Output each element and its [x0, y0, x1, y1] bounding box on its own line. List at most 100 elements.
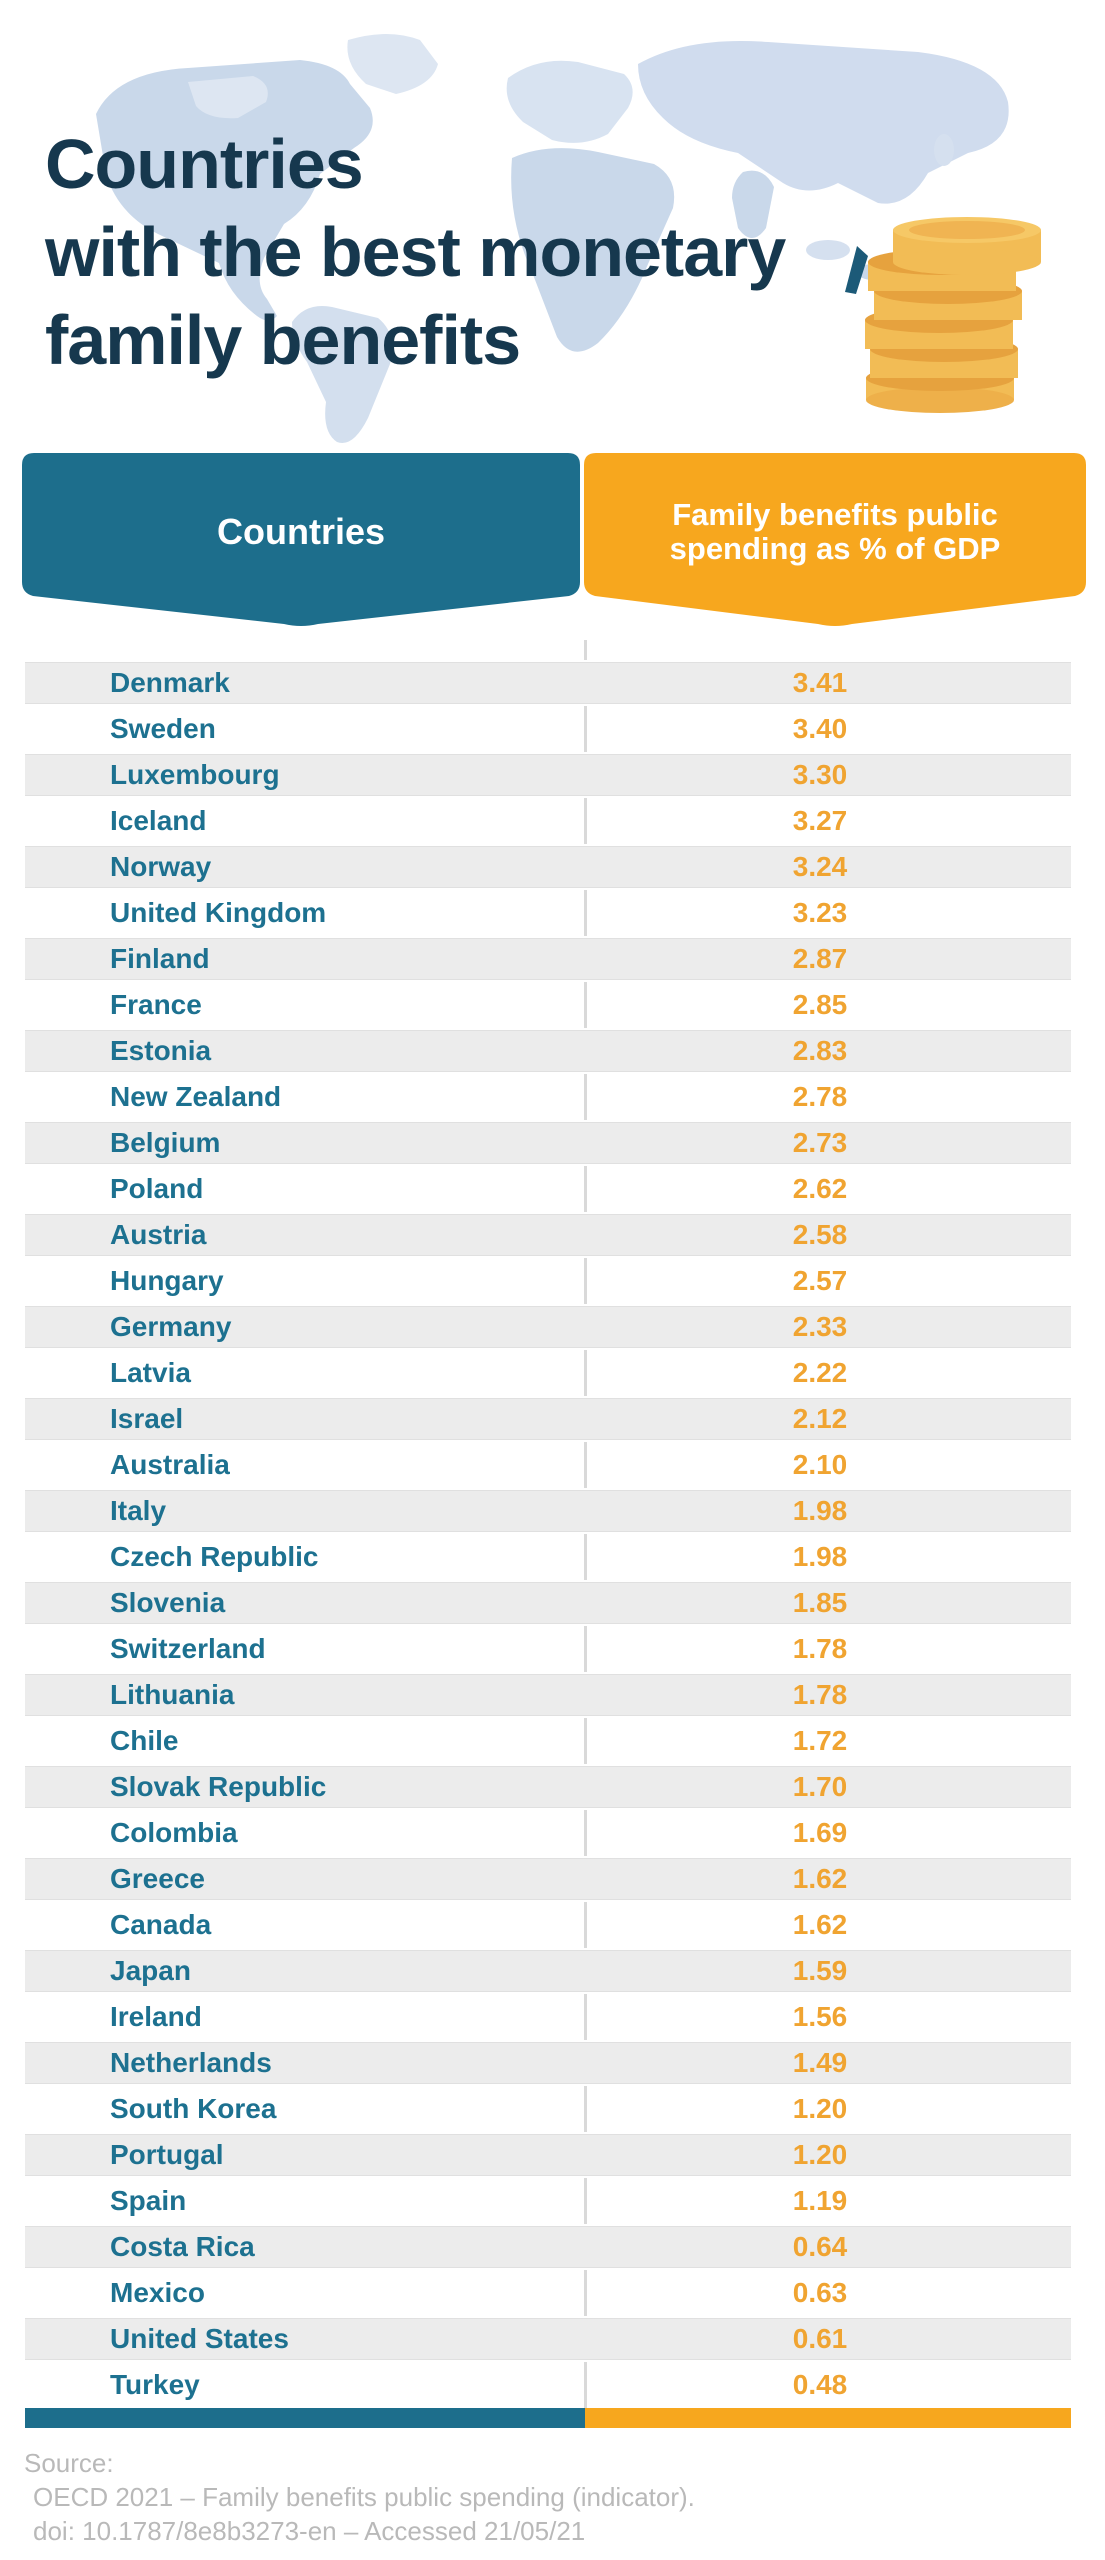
table-row: Latvia 2.22	[25, 1350, 1071, 1396]
spending-value: 1.20	[792, 2139, 848, 2170]
spending-value: 0.64	[792, 2231, 848, 2262]
coins-icon	[845, 217, 1041, 413]
table-row: Costa Rica 0.64	[25, 2224, 1071, 2270]
table-row: Slovak Republic 1.70	[25, 1764, 1071, 1810]
country-name: Greece	[110, 1863, 205, 1894]
table-row: Czech Republic 1.98	[25, 1534, 1071, 1580]
country-name: Netherlands	[110, 2047, 272, 2078]
spending-value: 1.78	[792, 1679, 848, 1710]
table-row: Netherlands 1.49	[25, 2040, 1071, 2086]
table-row: New Zealand 2.78	[25, 1074, 1071, 1120]
spending-value: 1.69	[792, 1817, 848, 1848]
table-row: Austria 2.58	[25, 1212, 1071, 1258]
spending-value: 1.62	[792, 1863, 848, 1894]
table-row: Turkey 0.48	[25, 2362, 1071, 2408]
table-row: Belgium 2.73	[25, 1120, 1071, 1166]
spending-value: 1.20	[792, 2093, 848, 2124]
country-name: France	[110, 989, 202, 1020]
table-row: Italy 1.98	[25, 1488, 1071, 1534]
table-row: South Korea 1.20	[25, 2086, 1071, 2132]
spending-value: 3.23	[792, 897, 848, 928]
column-header-spending: Family benefits public spending as % of …	[584, 453, 1086, 628]
spending-value: 1.98	[792, 1495, 848, 1526]
table-row: Japan 1.59	[25, 1948, 1071, 1994]
country-name: Iceland	[110, 805, 207, 836]
spending-value: 0.61	[792, 2323, 848, 2354]
spending-value: 2.10	[792, 1449, 848, 1480]
table-row: United States 0.61	[25, 2316, 1071, 2362]
spending-value: 2.78	[792, 1081, 848, 1112]
country-name: Japan	[110, 1955, 191, 1986]
country-name: Turkey	[110, 2369, 200, 2400]
table-row: Spain 1.19	[25, 2178, 1071, 2224]
spending-value: 1.19	[792, 2185, 848, 2216]
table-row: Portugal 1.20	[25, 2132, 1071, 2178]
country-name: South Korea	[110, 2093, 277, 2124]
country-name: Germany	[110, 1311, 232, 1342]
spending-value: 1.85	[792, 1587, 848, 1618]
country-name: Denmark	[110, 667, 230, 698]
country-name: Estonia	[110, 1035, 212, 1066]
spending-value: 2.87	[792, 943, 848, 974]
column-header-spending-label: Family benefits public spending as % of …	[669, 497, 1001, 566]
spending-value: 3.41	[792, 667, 848, 698]
spending-value: 3.24	[792, 851, 848, 882]
table-row: France 2.85	[25, 982, 1071, 1028]
country-name: Hungary	[110, 1265, 224, 1296]
footer-bar	[25, 2408, 1071, 2428]
page-title-line: with the best monetary	[45, 213, 786, 291]
page-title-line: Countries	[45, 125, 364, 203]
table-row: Estonia 2.83	[25, 1028, 1071, 1074]
country-name: Costa Rica	[110, 2231, 255, 2262]
country-name: Chile	[110, 1725, 179, 1756]
spending-value: 3.27	[792, 805, 848, 836]
spending-value: 2.58	[792, 1219, 848, 1250]
spending-value: 3.30	[792, 759, 848, 790]
spending-value: 0.48	[792, 2369, 848, 2400]
spending-value: 2.33	[792, 1311, 848, 1342]
table-row: Greece 1.62	[25, 1856, 1071, 1902]
table-row: Poland 2.62	[25, 1166, 1071, 1212]
country-name: Belgium	[110, 1127, 221, 1158]
country-name: Lithuania	[110, 1679, 235, 1710]
table-row: Denmark 3.41	[25, 660, 1071, 706]
spending-value: 2.12	[792, 1403, 848, 1434]
spending-value: 0.63	[792, 2277, 848, 2308]
table-row: Lithuania 1.78	[25, 1672, 1071, 1718]
table-body: Denmark 3.41 Sweden 3.40 Luxembourg 3.30…	[25, 660, 1071, 2408]
orange-ribbon-shape	[584, 453, 1086, 626]
country-name: Spain	[110, 2185, 187, 2216]
country-name: Finland	[110, 943, 210, 974]
source-label: Source:	[24, 2448, 114, 2478]
country-name: Austria	[110, 1219, 207, 1250]
table-row: Sweden 3.40	[25, 706, 1071, 752]
column-header-countries: Countries	[22, 453, 580, 628]
table-row: Iceland 3.27	[25, 798, 1071, 844]
country-name: Latvia	[110, 1357, 191, 1388]
country-name: United States	[110, 2323, 289, 2354]
table-row: Australia 2.10	[25, 1442, 1071, 1488]
country-name: Colombia	[110, 1817, 238, 1848]
country-name: Canada	[110, 1909, 212, 1940]
table-row: Finland 2.87	[25, 936, 1071, 982]
table-row: Colombia 1.69	[25, 1810, 1071, 1856]
spending-value: 2.22	[792, 1357, 848, 1388]
country-name: Poland	[110, 1173, 204, 1204]
table-row: Ireland 1.56	[25, 1994, 1071, 2040]
spending-value: 1.56	[792, 2001, 848, 2032]
table-row: Israel 2.12	[25, 1396, 1071, 1442]
page-title: Countries with the best monetary family …	[45, 120, 786, 384]
spending-value: 3.40	[792, 713, 848, 744]
table-row: Hungary 2.57	[25, 1258, 1071, 1304]
footer-bar-teal	[25, 2408, 585, 2428]
footer-bar-orange	[585, 2408, 1071, 2428]
page-title-line: family benefits	[45, 301, 521, 379]
table-row: Germany 2.33	[25, 1304, 1071, 1350]
source-doi: doi: 10.1787/8e8b3273-en – Accessed 21/0…	[33, 2516, 586, 2546]
country-name: Slovenia	[110, 1587, 226, 1618]
spending-value: 1.72	[792, 1725, 848, 1756]
table-row: Luxembourg 3.30	[25, 752, 1071, 798]
country-name: Sweden	[110, 713, 216, 744]
country-name: Portugal	[110, 2139, 224, 2170]
country-name: Norway	[110, 851, 212, 882]
